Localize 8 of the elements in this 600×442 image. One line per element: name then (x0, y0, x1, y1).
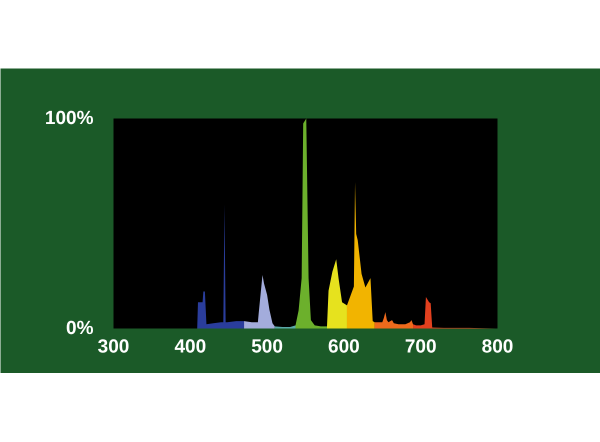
x-tick-label: 800 (482, 336, 514, 358)
x-tick-label: 400 (174, 336, 206, 358)
x-tick-label: 700 (404, 336, 437, 358)
x-tick-label: 500 (251, 336, 283, 358)
y-tick-label: 0% (66, 318, 94, 339)
y-tick-label: 100% (44, 108, 94, 129)
x-tick-label: 600 (328, 336, 360, 358)
x-tick-label: 300 (98, 336, 130, 358)
